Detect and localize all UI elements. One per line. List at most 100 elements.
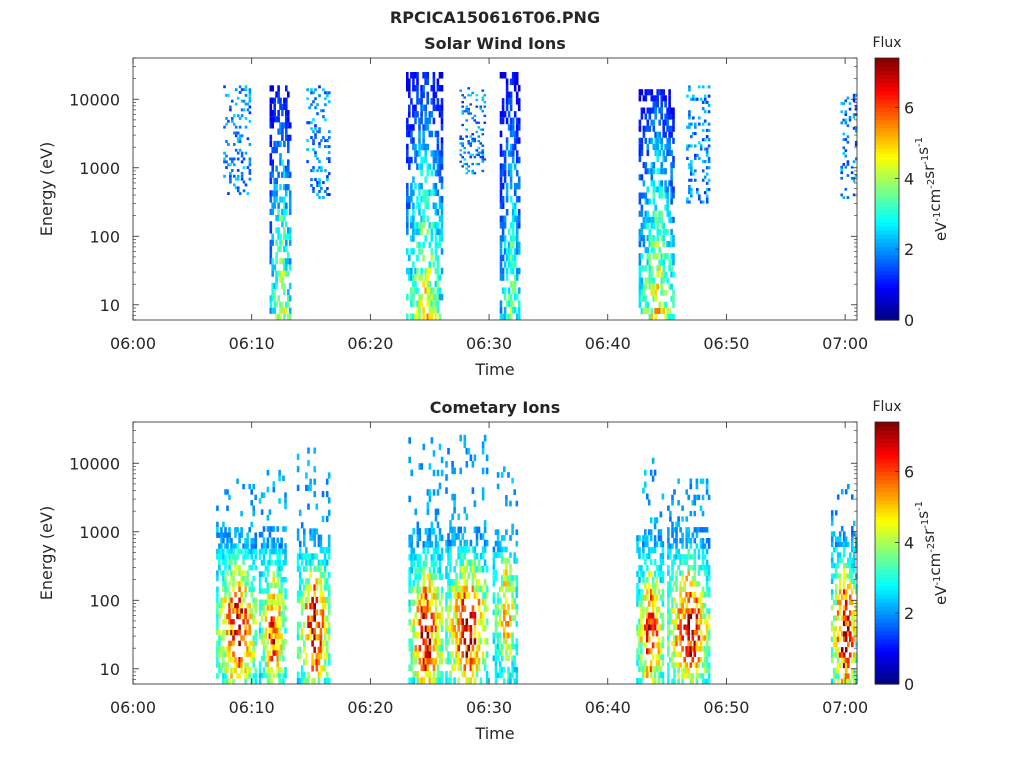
heatmap-cell — [849, 620, 852, 627]
heatmap-cell — [658, 131, 661, 138]
heatmap-cell — [266, 593, 270, 600]
panel-title: Cometary Ions — [430, 398, 560, 417]
heatmap-cell — [323, 553, 327, 560]
heatmap-cell — [500, 552, 504, 558]
heatmap-cell — [432, 287, 436, 294]
heatmap-cell — [408, 495, 411, 503]
heatmap-cell — [830, 652, 834, 658]
heatmap-cell — [234, 592, 237, 598]
heatmap-cell — [469, 566, 473, 573]
heatmap-cell — [669, 629, 672, 636]
heatmap-cell — [465, 677, 469, 684]
heatmap-cell — [432, 593, 436, 600]
heatmap-cell — [246, 619, 249, 625]
heatmap-cell — [313, 491, 316, 498]
heatmap-cell — [230, 640, 233, 647]
heatmap-cell — [461, 651, 464, 658]
heatmap-cell — [511, 306, 515, 314]
heatmap-cell — [636, 630, 639, 637]
heatmap-cell — [666, 137, 669, 144]
heatmap-cell — [412, 228, 415, 236]
heatmap-cell — [477, 605, 481, 612]
heatmap-cell — [328, 151, 331, 155]
heatmap-cell — [695, 624, 699, 630]
heatmap-cell — [319, 634, 323, 641]
heatmap-cell — [511, 666, 514, 673]
heatmap-cell — [282, 610, 285, 617]
heatmap-cell — [254, 554, 257, 560]
heatmap-cell — [457, 657, 460, 665]
colorbar-segment — [875, 119, 899, 125]
heatmap-cell — [233, 122, 236, 126]
heatmap-cell — [473, 559, 477, 566]
heatmap-cell — [422, 313, 425, 320]
heatmap-cell — [440, 638, 444, 645]
colorbar-segment — [875, 258, 899, 264]
heatmap-cell — [496, 552, 500, 558]
heatmap-cell — [509, 235, 513, 242]
heatmap-cell — [272, 672, 276, 679]
heatmap-cell — [459, 149, 462, 152]
heatmap-cell — [426, 228, 429, 236]
heatmap-cell — [266, 661, 270, 668]
heatmap-cell — [854, 127, 858, 130]
heatmap-cell — [667, 597, 670, 603]
heatmap-cell — [224, 586, 227, 592]
heatmap-cell — [477, 631, 481, 639]
heatmap-cell — [505, 655, 508, 662]
heatmap-cell — [496, 649, 500, 656]
heatmap-cell — [697, 608, 701, 614]
heatmap-cell — [707, 122, 711, 126]
heatmap-cell — [408, 541, 411, 548]
heatmap-cell — [229, 174, 232, 178]
heatmap-cell — [317, 565, 321, 572]
heatmap-cell — [430, 437, 434, 444]
heatmap-cell — [440, 586, 444, 594]
heatmap-cell — [670, 313, 673, 320]
heatmap-cell — [492, 546, 496, 553]
heatmap-cell — [465, 546, 469, 553]
heatmap-cell — [281, 103, 284, 110]
heatmap-cell — [473, 625, 477, 632]
heatmap-cell — [515, 558, 519, 564]
heatmap-cell — [224, 532, 227, 538]
heatmap-cell — [849, 594, 852, 600]
heatmap-cell — [461, 94, 464, 97]
heatmap-cell — [298, 677, 302, 684]
heatmap-cell — [312, 187, 315, 190]
heatmap-cell — [640, 624, 643, 631]
heatmap-cell — [440, 573, 444, 581]
heatmap-cell — [232, 575, 235, 582]
heatmap-cell — [312, 142, 315, 146]
heatmap-cell — [410, 651, 413, 658]
heatmap-cell — [262, 537, 266, 544]
heatmap-cell — [420, 85, 423, 92]
heatmap-cell — [277, 171, 280, 178]
heatmap-cell — [849, 631, 852, 637]
heatmap-cell — [638, 95, 642, 102]
heatmap-cell — [507, 575, 510, 581]
heatmap-cell — [430, 300, 434, 307]
heatmap-cell — [449, 670, 452, 678]
heatmap-cell — [234, 186, 238, 190]
heatmap-cell — [503, 215, 507, 223]
heatmap-cell — [271, 258, 274, 265]
heatmap-cell — [461, 592, 464, 599]
heatmap-cell — [685, 527, 688, 533]
heatmap-cell — [687, 538, 690, 544]
heatmap-cell — [481, 625, 485, 632]
heatmap-cell — [701, 128, 705, 132]
heatmap-cell — [515, 72, 519, 79]
heatmap-cell — [453, 625, 456, 632]
heatmap-cell — [853, 531, 856, 537]
ion-burst — [223, 85, 252, 195]
heatmap-cell — [660, 222, 663, 229]
heatmap-cell — [499, 169, 503, 177]
heatmap-cell — [252, 662, 255, 668]
heatmap-cell — [234, 662, 237, 668]
colorbar-segment — [875, 503, 899, 509]
heatmap-cell — [842, 152, 846, 155]
heatmap-cell — [287, 134, 290, 141]
heatmap-cell — [494, 552, 498, 558]
heatmap-cell — [232, 651, 235, 657]
